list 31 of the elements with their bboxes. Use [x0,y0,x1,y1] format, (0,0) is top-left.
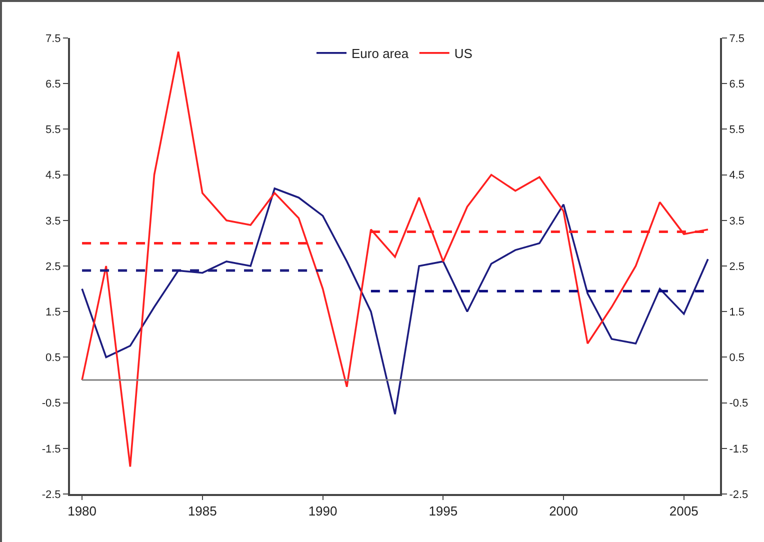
y-tick-label: 7.5 [46,32,61,45]
y-tick-label: -1.5 [42,443,61,456]
y-tick-label: 5.5 [46,124,61,136]
x-tick-label: 2000 [549,504,578,519]
y-tick-label: -0.5 [42,398,61,410]
y-tick-label: 0.5 [46,352,61,364]
y2-tick-label: 4.5 [729,170,744,182]
x-tick-label: 1985 [188,504,217,519]
legend-label: Euro area [352,46,410,62]
y2-tick-label: 3.5 [729,215,744,228]
y2-tick-label: -2.5 [729,488,748,501]
y2-tick-label: 5.5 [729,124,744,136]
y2-tick-label: 2.5 [729,260,744,273]
y-tick-label: 4.5 [46,170,61,182]
y2-tick-label: -0.5 [729,398,748,410]
y2-tick-label: 7.5 [729,32,744,45]
x-tick-label: 2005 [669,504,698,519]
legend-label: US [454,46,473,62]
y2-tick-label: 1.5 [729,306,744,318]
x-tick-label: 1980 [68,504,96,519]
y-tick-label: 2.5 [46,260,61,273]
y-tick-label: 1.5 [46,306,61,318]
y-tick-label: 3.5 [46,215,61,228]
line-series [81,188,709,416]
y2-tick-label: -1.5 [729,443,748,456]
x-tick-label: 1995 [428,504,458,519]
y2-tick-label: 6.5 [729,78,744,90]
y2-tick-label: 0.5 [729,352,744,364]
y-tick-label: 6.5 [46,78,61,90]
x-tick-label: 1990 [308,504,338,519]
y-tick-label: -2.5 [42,488,61,501]
